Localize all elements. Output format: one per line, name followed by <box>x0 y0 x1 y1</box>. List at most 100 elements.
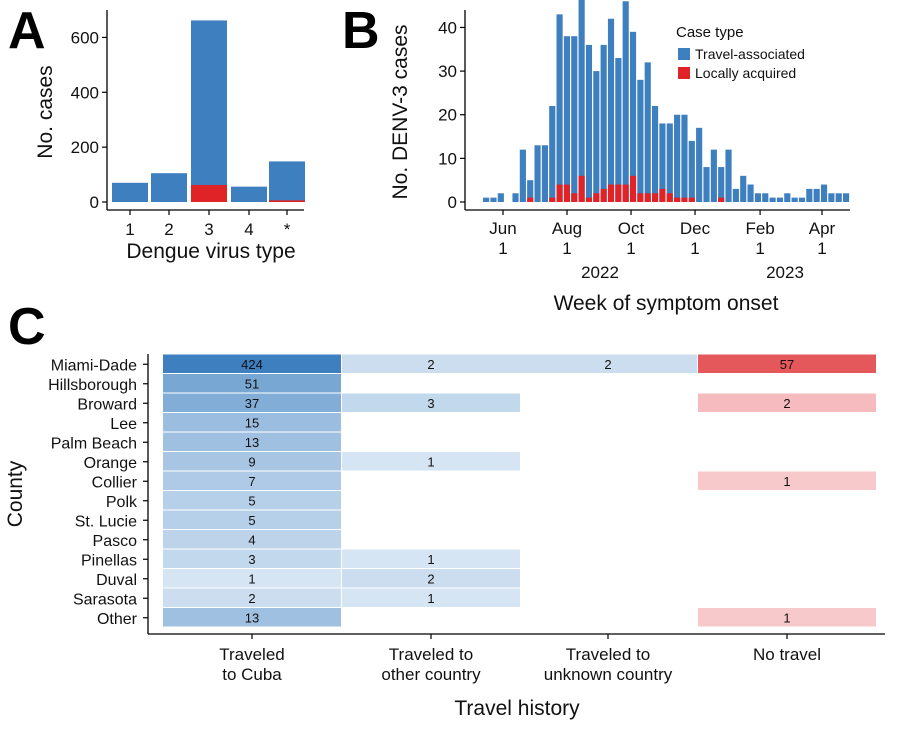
panel-b-bar-local <box>659 188 666 202</box>
panel-a-y-tick-label: 0 <box>90 193 99 212</box>
panel-b-bar-local <box>585 197 593 202</box>
panel-b-bar-travel <box>644 62 651 203</box>
panel-a-bar-local <box>269 200 305 202</box>
panel-b-bar-travel <box>820 184 828 202</box>
panel-b-bar-travel <box>637 79 644 202</box>
panel-b-bar-travel <box>497 193 504 202</box>
panel-a-bar-travel <box>231 186 267 202</box>
column-label-line2: to Cuba <box>222 665 282 684</box>
heatmap-cell <box>519 354 697 373</box>
panel-b-x-tick-month: Jun <box>489 219 516 238</box>
panel-b-bar-travel <box>483 197 490 202</box>
panel-b-bar-travel <box>828 193 835 202</box>
panel-b-bar-travel <box>703 167 710 202</box>
heatmap-cell-value: 2 <box>604 357 611 372</box>
panel-b-bar-travel <box>659 123 666 202</box>
panel-b-x-tick-day: 1 <box>562 239 571 258</box>
panel-b-bar-local <box>652 193 659 202</box>
panel-a-y-tick-label: 600 <box>71 28 99 47</box>
legend-label-local: Locally acquired <box>695 65 796 81</box>
panel-b-bar-local <box>607 184 615 202</box>
panel-a-y-tick-label: 400 <box>71 83 99 102</box>
panel-b-bar-local <box>600 188 607 202</box>
panel-b-bar-travel <box>732 188 739 202</box>
heatmap-cell-value: 1 <box>427 552 434 567</box>
panel-a-y-label: No. cases <box>34 65 57 158</box>
legend-label-travel: Travel-associated <box>695 46 805 62</box>
county-label: Collier <box>92 474 138 491</box>
column-label-line1: Traveled <box>219 645 285 664</box>
panel-b-y-tick-label: 10 <box>438 149 457 168</box>
panel-b-bar-travel <box>835 193 842 202</box>
legend-title: Case type <box>676 24 744 41</box>
panel-a-x-tick-label: 1 <box>125 220 134 239</box>
panel-a-y-tick-label: 200 <box>71 138 99 157</box>
panel-b-bar-travel <box>806 188 813 202</box>
panel-a-x-tick-label: 3 <box>204 220 213 239</box>
county-label: Lee <box>110 416 137 433</box>
heatmap-cell-value: 4 <box>248 532 255 547</box>
panel-b-bar-travel <box>600 44 607 203</box>
legend-swatch-travel <box>678 48 690 60</box>
county-label: Duval <box>96 572 137 589</box>
heatmap-cell <box>342 452 520 471</box>
panel-b-bar-local <box>556 184 563 202</box>
panel-b-bar-travel <box>490 197 497 202</box>
heatmap-cell <box>163 549 341 568</box>
heatmap-cell <box>163 530 341 549</box>
column-label-line1: No travel <box>753 645 821 664</box>
panel-b-bar-travel <box>519 149 526 202</box>
heatmap-cell-value: 2 <box>248 591 255 606</box>
panel-b-bar-local <box>637 193 644 202</box>
heatmap-cell-value: 51 <box>245 376 259 391</box>
heatmap-cell <box>342 588 520 607</box>
panel-b-bar-travel <box>762 193 769 202</box>
heatmap-cell-value: 3 <box>248 552 255 567</box>
panel-b-bar-travel <box>718 167 725 202</box>
panel-a-x-tick-label: 2 <box>164 220 173 239</box>
panel-b-bar-travel <box>549 106 556 202</box>
county-label: Miami-Dade <box>51 357 137 374</box>
heatmap-cell-value: 1 <box>427 591 434 606</box>
panel-b-bar-local <box>578 175 585 202</box>
panel-b-bar-travel <box>541 145 548 202</box>
county-label: Palm Beach <box>51 435 137 452</box>
panel-b-bar-travel <box>527 180 534 202</box>
panel-b-bar-travel <box>754 193 761 202</box>
county-label: Pasco <box>93 533 138 550</box>
heatmap-cell-value: 1 <box>248 571 255 586</box>
panel-b-bar-travel <box>813 188 820 202</box>
panel-b-y-tick-label: 20 <box>438 106 457 125</box>
heatmap-cell <box>163 413 341 432</box>
heatmap-cell <box>342 549 520 568</box>
heatmap-cell <box>163 432 341 451</box>
panel-b-x-tick-month: Apr <box>809 219 836 238</box>
county-label: Polk <box>106 494 138 511</box>
panel-b-y-tick-label: 40 <box>438 18 457 37</box>
panel-b-bar-travel <box>666 123 673 202</box>
panel-b-x-tick-month: Aug <box>552 219 582 238</box>
panel-b-bar-travel <box>622 1 629 203</box>
heatmap-cell-value: 15 <box>245 415 259 430</box>
heatmap-cell-value: 424 <box>241 357 263 372</box>
panel-b-bar-local <box>571 193 578 202</box>
heatmap-cell-value: 9 <box>248 454 255 469</box>
panel-b-bar-travel <box>688 140 695 202</box>
panel-a-bar-travel <box>151 173 187 202</box>
panel-b-bar-travel <box>725 149 732 202</box>
heatmap-cell-value: 1 <box>427 454 434 469</box>
panel-b-bar-travel <box>791 197 798 202</box>
heatmap-cell <box>163 569 341 588</box>
panel-b-bar-local <box>593 193 600 202</box>
panel-b-bar-travel <box>615 58 622 202</box>
panel-a-bar-travel <box>191 20 227 203</box>
heatmap-cell <box>163 471 341 490</box>
panel-b-bar-local <box>622 184 629 202</box>
panel-b-year-2023: 2023 <box>766 263 804 282</box>
panel-b-bar-travel <box>776 197 784 202</box>
panel-b-y-label: No. DENV-3 cases <box>389 24 412 199</box>
heatmap-cell-value: 3 <box>427 396 434 411</box>
panel-b-x-tick-day: 1 <box>817 239 826 258</box>
